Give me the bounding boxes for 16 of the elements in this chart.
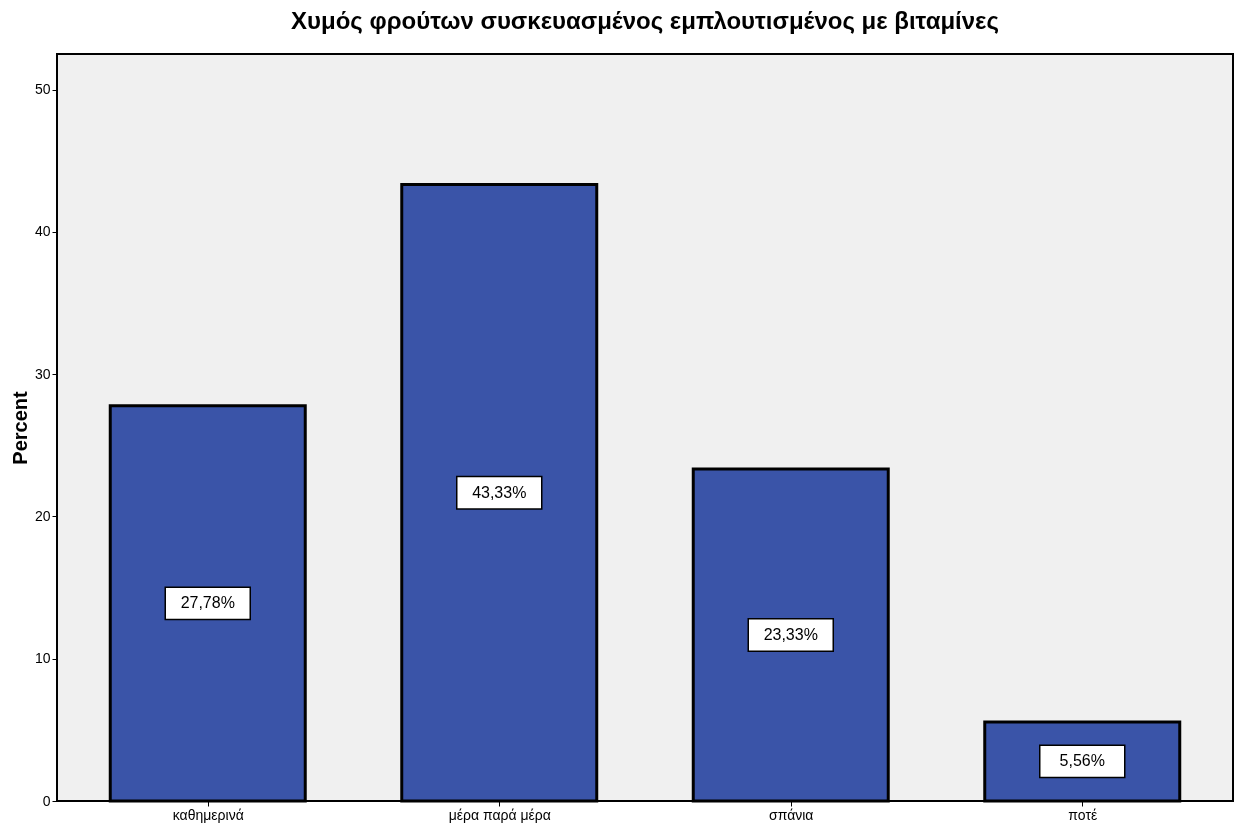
x-tick-label: μέρα παρά μέρα [448, 806, 551, 823]
y-tick-label: 50 [34, 81, 51, 98]
y-tick-label: 30 [34, 365, 51, 382]
x-tick-label: καθημερινά [172, 806, 244, 823]
y-tick-label: 10 [34, 650, 51, 667]
data-label: 43,33% [472, 483, 527, 501]
y-tick-label: 0 [42, 792, 51, 809]
data-label: 27,78% [180, 594, 235, 612]
data-label: 5,56% [1059, 752, 1105, 770]
chart-title: Χυμός φρούτων συσκευασμένος εμπλουτισμένος με βιταμίνες [291, 7, 999, 34]
x-tick-label: ποτέ [1068, 806, 1098, 823]
y-tick-label: 20 [34, 507, 51, 524]
y-axis-title: Percent [8, 390, 31, 465]
data-label: 23,33% [763, 626, 818, 644]
x-tick-label: σπάνια [769, 806, 814, 823]
y-tick-label: 40 [34, 223, 51, 240]
